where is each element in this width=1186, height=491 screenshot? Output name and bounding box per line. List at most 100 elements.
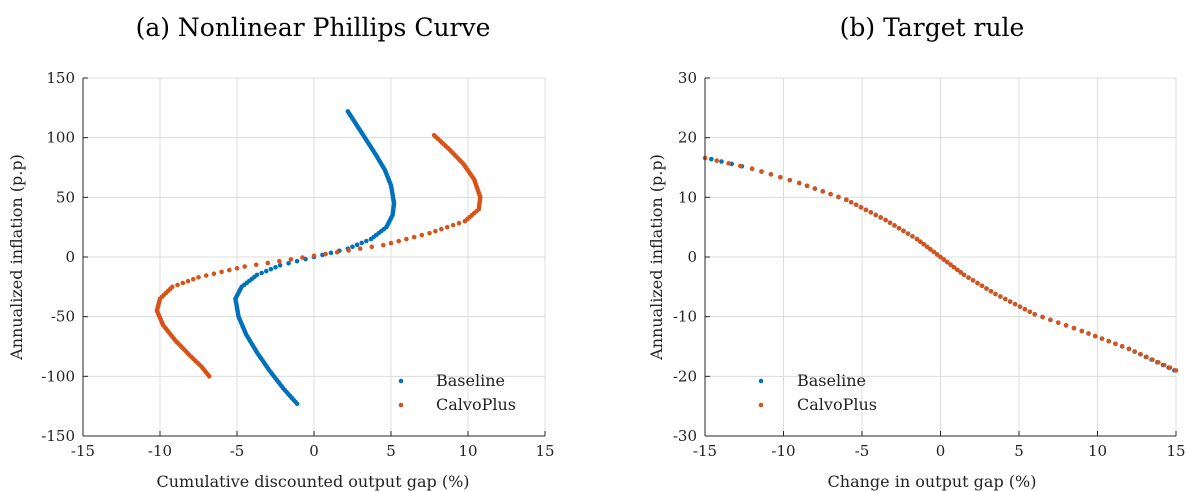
series-calvoplus-point [984,286,989,291]
legend-baseline-marker [398,378,404,384]
series-calvoplus-point [924,244,930,250]
series-calvoplus-point [1012,301,1018,307]
series-calvoplus-point [346,248,351,253]
series-calvoplus-point [1022,306,1028,312]
x-tick-label: -15 [693,442,717,460]
panel-a-legend: Baseline CalvoPlus [398,371,516,414]
series-calvoplus-point [311,253,317,259]
legend-baseline-label: Baseline [436,371,505,390]
series-calvoplus-point [918,239,923,244]
series-calvoplus-point [853,202,859,208]
series-calvoplus-point [427,230,432,236]
series-calvoplus-point [878,215,883,220]
panel-a-axes [82,77,546,437]
series-baseline-point [268,266,274,272]
series-calvoplus-point [887,220,893,226]
series-baseline-point [350,244,355,250]
series-calvoplus-point [1027,309,1033,315]
series-calvoplus-point [905,231,911,236]
series-baseline-point [294,258,300,264]
x-tick-label: 15 [535,442,554,460]
y-tick-label: 150 [46,69,75,87]
series-baseline-point [263,268,269,274]
series-calvoplus-point [462,218,468,224]
series-calvoplus-point [242,264,247,269]
y-tick-label: -20 [673,367,697,385]
series-calvoplus-point [873,212,879,218]
x-tick-label: -5 [855,442,870,460]
y-tick-label: 100 [46,129,75,147]
panel-a-marks [154,109,483,407]
y-tick-label: 50 [56,188,75,206]
series-calvoplus-point [1161,362,1167,368]
series-calvoplus-point [948,262,953,267]
panel-b-xlabel: Change in output gap (%) [828,472,1037,491]
series-calvoplus-point [749,166,755,171]
series-calvoplus-point [975,280,980,286]
series-calvoplus-point [1113,341,1118,347]
series-calvoplus-point [1071,325,1077,331]
y-tick-label: -30 [673,427,697,445]
panel-b-ylabel: Annualized inflation (p.p) [647,154,666,361]
series-calvoplus-point [1106,338,1112,344]
panel-b: (b) Target rule -15 -10 -5 0 5 10 15 -30 -20 -10 0… [647,13,1186,491]
series-calvoplus-point [714,158,720,163]
legend-calvoplus-label: CalvoPlus [797,395,877,414]
series-calvoplus-point [938,254,943,260]
series-calvoplus-point [759,169,764,174]
series-calvoplus-point [450,222,456,228]
series-calvoplus-point [931,249,937,255]
series-calvoplus-point [901,228,906,234]
series-calvoplus-point [828,191,833,197]
series-calvoplus-point [234,266,240,271]
series-calvoplus-point [388,240,394,246]
series-calvoplus-point [768,172,774,177]
panel-a-ylabel: Annualized inflation (p.p) [7,154,26,361]
series-calvoplus-point [738,163,743,169]
series-calvoplus-point [804,183,810,189]
series-calvoplus-point [955,267,960,273]
series-calvoplus-point [1167,365,1173,370]
series-calvoplus-point [1002,296,1008,302]
y-tick-label: 20 [678,129,697,147]
series-calvoplus-point [1032,311,1037,317]
series-calvoplus-point [796,180,802,186]
series-calvoplus-point [1079,328,1085,334]
series-calvoplus-point [411,234,417,240]
series-calvoplus-point [868,210,874,215]
series-calvoplus-point [979,283,985,289]
series-calvoplus-point [357,246,363,251]
series-calvoplus-point [1173,368,1179,373]
series-calvoplus-point [1086,331,1091,336]
series-calvoplus-point [175,282,180,288]
y-tick-label: -50 [51,308,75,326]
series-calvoplus-point [323,251,328,257]
series-calvoplus-point [993,291,998,297]
series-calvoplus-point [966,275,971,280]
series-baseline-point [277,263,283,268]
series-calvoplus-point [334,249,340,255]
panel-b-title: (b) Target rule [840,13,1025,42]
x-tick-label: 10 [1088,442,1107,460]
panel-a-grid [82,77,546,437]
series-calvoplus-point [211,271,217,277]
series-calvoplus-point [812,186,818,191]
series-calvoplus-point [396,238,402,244]
series-calvoplus-point [419,232,425,238]
series-calvoplus-point [1048,317,1053,323]
series-calvoplus-point [988,288,994,294]
series-calvoplus-point [941,257,947,262]
x-tick-label: 0 [309,442,319,460]
series-calvoplus-point [787,177,793,183]
series-calvoplus-point [1126,346,1132,352]
series-calvoplus-point [896,225,902,231]
series-calvoplus-point [944,259,950,265]
series-calvoplus-point [219,269,224,275]
series-baseline-point [328,250,334,256]
series-baseline-point [273,264,278,270]
series-calvoplus-point [404,236,409,242]
series-calvoplus-point [1092,333,1098,339]
x-tick-label: -10 [771,442,795,460]
series-calvoplus-point [848,199,854,205]
series-baseline-point [294,401,300,407]
